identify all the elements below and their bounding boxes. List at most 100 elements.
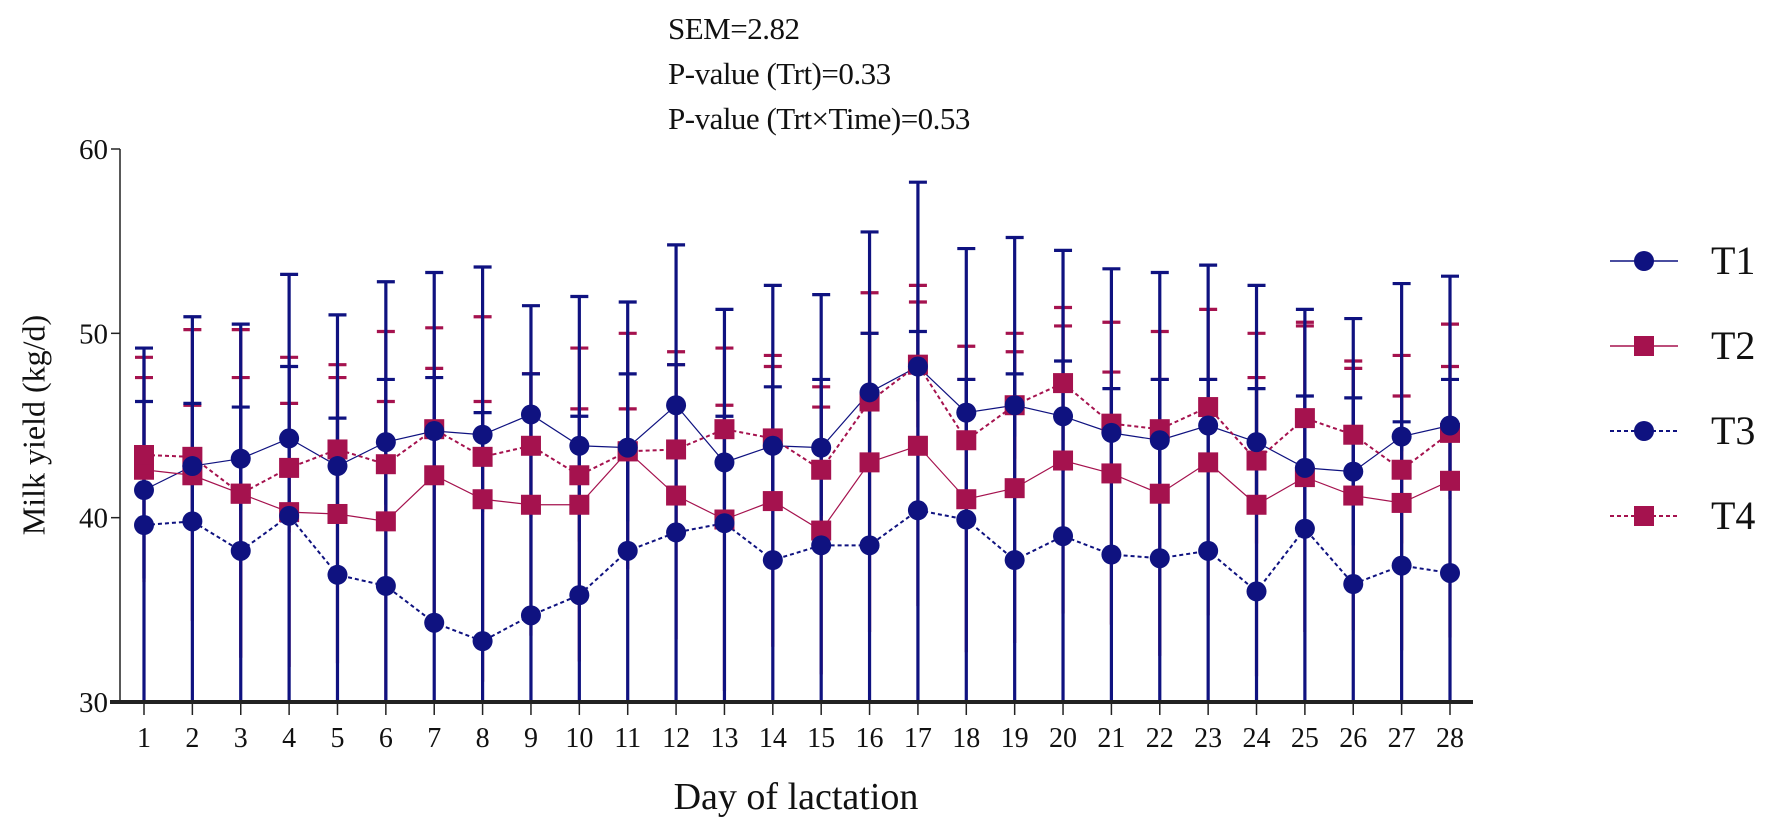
data-point-t2 <box>1343 485 1364 506</box>
x-tick-label: 6 <box>379 723 393 754</box>
x-tick-label: 19 <box>1001 723 1029 754</box>
legend-dashed-square-icon <box>1610 505 1678 526</box>
data-point-t3 <box>375 575 396 596</box>
data-point-t2 <box>811 520 832 541</box>
data-point-t3 <box>617 540 638 561</box>
data-point-t3 <box>859 535 880 556</box>
data-point-t2 <box>762 491 783 512</box>
legend-label: T2 <box>1711 323 1756 368</box>
statistics-annotation: SEM=2.82 P-value (Trt)=0.33 P-value (Trt… <box>668 6 970 141</box>
y-tick-label: 60 <box>79 134 108 166</box>
data-point-t3 <box>1101 544 1122 565</box>
legend-dashed-circle-icon <box>1610 420 1678 441</box>
series-line-t2 <box>143 445 1451 532</box>
data-point-t2 <box>666 485 687 506</box>
legend-label: T3 <box>1711 408 1756 453</box>
x-tick-label: 22 <box>1146 723 1174 754</box>
data-point-t2 <box>520 494 541 515</box>
p-value-trt-time-text: P-value (Trt×Time)=0.53 <box>668 101 970 136</box>
series-lines <box>143 363 1451 643</box>
data-point-t2 <box>1440 470 1460 491</box>
x-tick-label: 13 <box>710 723 738 754</box>
data-point-t2 <box>859 452 880 473</box>
data-point-t3 <box>1391 555 1412 576</box>
data-point-t3 <box>1053 526 1074 547</box>
data-point-t2 <box>956 489 977 510</box>
data-point-t1 <box>956 402 977 423</box>
y-tick-label: 50 <box>79 318 108 350</box>
data-point-t4 <box>1198 397 1219 418</box>
data-point-t4 <box>811 459 832 480</box>
data-point-t2 <box>1391 492 1412 513</box>
data-point-t4 <box>1294 408 1315 429</box>
data-point-t3 <box>520 605 541 626</box>
data-point-t2 <box>375 511 396 532</box>
x-tick-label: 26 <box>1339 723 1367 754</box>
data-point-t4 <box>472 446 493 467</box>
legend-item-t3: T3 <box>1610 388 1755 473</box>
data-point-t1 <box>520 404 541 425</box>
p-value-trt-text: P-value (Trt)=0.33 <box>668 56 891 91</box>
x-tick-label: 25 <box>1291 723 1319 754</box>
data-point-t1 <box>1101 422 1122 443</box>
data-point-t1 <box>472 424 493 445</box>
legend: T1 T2 T3 T4 <box>1610 218 1755 558</box>
data-point-t4 <box>1343 424 1364 445</box>
x-tick-label: 7 <box>427 723 441 754</box>
x-tick-label: 9 <box>524 723 538 754</box>
data-point-t3 <box>1440 562 1460 583</box>
data-point-t1 <box>714 452 735 473</box>
sem-text: SEM=2.82 <box>668 11 800 46</box>
legend-item-t1: T1 <box>1610 218 1755 303</box>
x-tick-label: 2 <box>185 723 199 754</box>
data-point-t3 <box>569 585 590 606</box>
data-point-t1 <box>1149 430 1170 451</box>
x-tick-label: 24 <box>1243 723 1271 754</box>
data-point-t4 <box>134 444 154 465</box>
data-point-t3 <box>1149 548 1170 569</box>
data-point-t1 <box>859 382 880 403</box>
data-point-t3 <box>134 515 154 536</box>
y-tick-label: 40 <box>79 503 108 535</box>
data-point-t2 <box>907 435 928 456</box>
x-tick-label: 11 <box>614 723 641 754</box>
data-point-t1 <box>666 395 687 416</box>
data-point-t4 <box>956 430 977 451</box>
x-tick-label: 17 <box>904 723 932 754</box>
data-point-t3 <box>472 631 493 652</box>
x-tick-label: 4 <box>282 723 296 754</box>
data-point-t1 <box>1004 395 1025 416</box>
data-point-t2 <box>1149 483 1170 504</box>
data-point-t4 <box>1053 373 1074 394</box>
x-tick-label: 5 <box>330 723 344 754</box>
y-tick-label: 30 <box>79 687 108 719</box>
data-point-t3 <box>811 535 832 556</box>
data-point-t1 <box>1391 426 1412 447</box>
legend-solid-circle-icon <box>1610 250 1678 271</box>
data-point-t3 <box>1343 574 1364 595</box>
x-tick-label: 14 <box>759 723 787 754</box>
data-point-t1 <box>1198 415 1219 436</box>
data-point-t3 <box>1294 518 1315 539</box>
data-point-t3 <box>182 511 203 532</box>
y-axis-label: Milk yield (kg/d) <box>15 314 52 536</box>
series-markers <box>134 354 1460 652</box>
data-point-t2 <box>424 465 445 486</box>
legend-item-t2: T2 <box>1610 303 1755 388</box>
data-point-t2 <box>1198 452 1219 473</box>
data-point-t1 <box>907 356 928 377</box>
data-point-t3 <box>666 522 687 543</box>
data-point-t1 <box>327 456 348 477</box>
x-tick-label: 15 <box>807 723 835 754</box>
data-point-t3 <box>327 564 348 585</box>
data-point-t3 <box>714 513 735 534</box>
data-point-t1 <box>1294 457 1315 478</box>
data-point-t1 <box>424 421 445 442</box>
x-tick-label: 12 <box>662 723 690 754</box>
data-point-t1 <box>617 437 638 458</box>
data-point-t2 <box>1246 494 1267 515</box>
series-line-t4 <box>143 363 1451 495</box>
x-tick-label: 20 <box>1049 723 1077 754</box>
data-point-t3 <box>1198 540 1219 561</box>
